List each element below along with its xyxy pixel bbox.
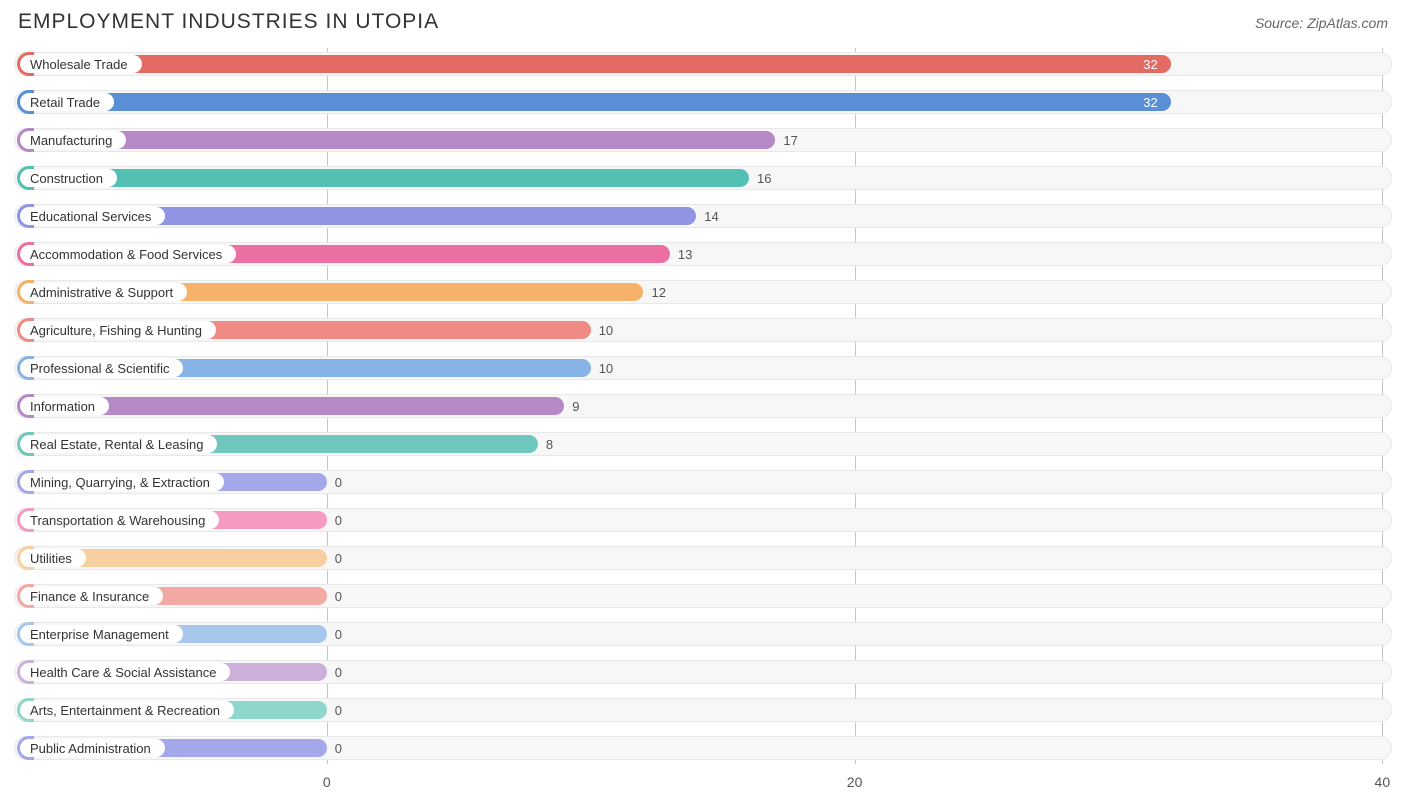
bar-row: Enterprise Management 0	[14, 618, 1392, 650]
bar-value: 0	[335, 694, 342, 726]
bar-label: Retail Trade	[20, 93, 114, 111]
bar-value: 9	[572, 390, 579, 422]
bar-fill	[20, 93, 1171, 111]
bar-fill	[20, 55, 1171, 73]
bar-label: Information	[20, 397, 109, 415]
bar-label: Manufacturing	[20, 131, 126, 149]
bar-row: Professional & Scientific 10	[14, 352, 1392, 384]
bar-value: 0	[335, 580, 342, 612]
bar-label: Mining, Quarrying, & Extraction	[20, 473, 224, 491]
bar-row: Arts, Entertainment & Recreation 0	[14, 694, 1392, 726]
bar-label: Utilities	[20, 549, 86, 567]
bar-label: Finance & Insurance	[20, 587, 163, 605]
bar-row: Educational Services 14	[14, 200, 1392, 232]
chart-title: EMPLOYMENT INDUSTRIES IN UTOPIA	[18, 10, 439, 34]
bar-value: 13	[678, 238, 692, 270]
bar-value: 10	[599, 314, 613, 346]
plot-area: Wholesale Trade 32 Retail Trade 32 Manufactu…	[14, 48, 1392, 764]
bar-label: Transportation & Warehousing	[20, 511, 219, 529]
bar-value: 0	[335, 466, 342, 498]
bar-label: Administrative & Support	[20, 283, 187, 301]
bar-value: 0	[335, 618, 342, 650]
bar-value: 16	[757, 162, 771, 194]
bar-label: Agriculture, Fishing & Hunting	[20, 321, 216, 339]
bar-value: 0	[335, 542, 342, 574]
bar-row: Finance & Insurance 0	[14, 580, 1392, 612]
bar-label: Wholesale Trade	[20, 55, 142, 73]
chart-header: EMPLOYMENT INDUSTRIES IN UTOPIA Source: …	[14, 10, 1392, 34]
x-axis-tick: 40	[1375, 774, 1391, 790]
x-axis: 0 20 40	[14, 770, 1392, 798]
x-axis-tick: 20	[847, 774, 863, 790]
bar-row: Transportation & Warehousing 0	[14, 504, 1392, 536]
bar-value: 0	[335, 732, 342, 764]
bar-label: Accommodation & Food Services	[20, 245, 236, 263]
bar-label: Professional & Scientific	[20, 359, 183, 377]
bar-value: 14	[704, 200, 718, 232]
bar-value: 17	[783, 124, 797, 156]
bar-value: 0	[335, 504, 342, 536]
bar-value: 12	[651, 276, 665, 308]
bar-row: Agriculture, Fishing & Hunting 10	[14, 314, 1392, 346]
bar-row: Utilities 0	[14, 542, 1392, 574]
bar-value: 32	[1143, 48, 1157, 80]
bar-fill	[20, 131, 775, 149]
bar-row: Administrative & Support 12	[14, 276, 1392, 308]
bar-value: 0	[335, 656, 342, 688]
bar-label: Health Care & Social Assistance	[20, 663, 230, 681]
bar-row: Construction 16	[14, 162, 1392, 194]
bar-row: Manufacturing 17	[14, 124, 1392, 156]
bar-row: Mining, Quarrying, & Extraction 0	[14, 466, 1392, 498]
bar-label: Educational Services	[20, 207, 165, 225]
bar-label: Enterprise Management	[20, 625, 183, 643]
bar-row: Wholesale Trade 32	[14, 48, 1392, 80]
chart-source: Source: ZipAtlas.com	[1255, 15, 1388, 31]
bar-label: Arts, Entertainment & Recreation	[20, 701, 234, 719]
x-axis-tick: 0	[323, 774, 331, 790]
bar-label: Real Estate, Rental & Leasing	[20, 435, 217, 453]
bar-row: Accommodation & Food Services 13	[14, 238, 1392, 270]
chart-area: Wholesale Trade 32 Retail Trade 32 Manufactu…	[14, 48, 1392, 798]
bar-fill	[20, 169, 749, 187]
bar-value: 32	[1143, 86, 1157, 118]
bar-row: Public Administration 0	[14, 732, 1392, 764]
bar-label: Construction	[20, 169, 117, 187]
bar-value: 10	[599, 352, 613, 384]
bar-row: Information 9	[14, 390, 1392, 422]
bar-row: Retail Trade 32	[14, 86, 1392, 118]
bar-label: Public Administration	[20, 739, 165, 757]
bar-row: Health Care & Social Assistance 0	[14, 656, 1392, 688]
bar-row: Real Estate, Rental & Leasing 8	[14, 428, 1392, 460]
bar-value: 8	[546, 428, 553, 460]
